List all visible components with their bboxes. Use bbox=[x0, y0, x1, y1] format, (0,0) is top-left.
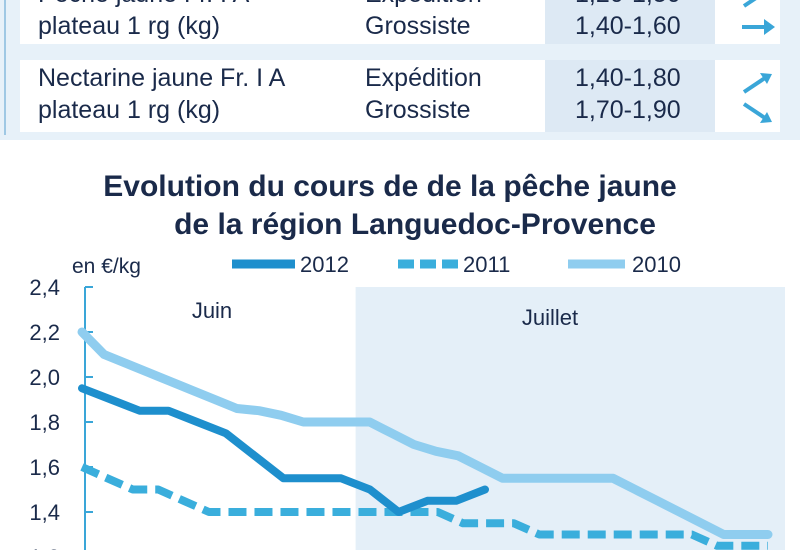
price-grossiste: 1,40-1,60 bbox=[575, 12, 681, 40]
product-packaging: plateau 1 rg (kg) bbox=[38, 96, 221, 124]
series-line-2010 bbox=[77, 327, 773, 539]
arrow-up-icon bbox=[742, 73, 772, 94]
table-row: Pêche jaune Fr. I A plateau 1 rg (kg) Ex… bbox=[20, 0, 780, 44]
chart-title-line-1: Evolution du cours de de la pêche jaune bbox=[103, 170, 677, 203]
y-tick-label: 1,4 bbox=[29, 500, 60, 525]
legend-label-2010: 2010 bbox=[632, 252, 681, 277]
arrow-right-icon bbox=[742, 19, 775, 35]
period-band-juillet bbox=[355, 287, 785, 550]
chart-title-line-2: de la région Languedoc-Provence bbox=[174, 208, 656, 241]
stage-grossiste: Grossiste bbox=[365, 96, 471, 124]
stage-grossiste: Grossiste bbox=[365, 12, 471, 40]
table-left-rule bbox=[4, 0, 6, 135]
chart-plot: 1,2 1,4 1,6 1,8 2,0 2,2 2,4 en €/kg Juin Juillet 2… bbox=[29, 252, 785, 550]
price-expedition: 1,20-1,50 bbox=[575, 0, 681, 10]
stage-expedition: Expédition bbox=[365, 64, 482, 92]
price-expedition: 1,40-1,80 bbox=[575, 64, 681, 92]
stage-expedition: Expédition bbox=[365, 0, 482, 10]
price-column bbox=[545, 60, 715, 132]
arrow-up-icon bbox=[742, 0, 757, 8]
table-row: Nectarine jaune Fr. I A plateau 1 rg (kg… bbox=[20, 60, 780, 132]
product-name: Pêche jaune Fr. I A bbox=[38, 0, 249, 10]
series-line-2012 bbox=[78, 384, 489, 516]
price-chart: Evolution du cours de de la pêche jaune … bbox=[0, 150, 800, 550]
legend-label-2011: 2011 bbox=[463, 252, 510, 277]
arrow-down-icon bbox=[742, 102, 772, 123]
series-line-2011 bbox=[80, 463, 768, 550]
y-axis-unit-label: en €/kg bbox=[72, 255, 141, 278]
price-column bbox=[545, 0, 715, 44]
price-table: Pêche jaune Fr. I A plateau 1 rg (kg) Ex… bbox=[0, 0, 800, 140]
y-tick-label: 2,4 bbox=[29, 275, 60, 300]
y-tick-label: 2,2 bbox=[29, 320, 60, 345]
period-label-juillet: Juillet bbox=[522, 305, 578, 330]
product-name: Nectarine jaune Fr. I A bbox=[38, 64, 286, 92]
y-tick-label: 1,2 bbox=[29, 545, 60, 550]
product-packaging: plateau 1 rg (kg) bbox=[38, 12, 221, 40]
period-label-juin: Juin bbox=[192, 298, 232, 323]
y-tick-label: 2,0 bbox=[29, 365, 60, 390]
y-tick-label: 1,6 bbox=[29, 455, 60, 480]
legend-label-2012: 2012 bbox=[300, 252, 349, 277]
y-tick-label: 1,8 bbox=[29, 410, 60, 435]
price-grossiste: 1,70-1,90 bbox=[575, 96, 681, 124]
